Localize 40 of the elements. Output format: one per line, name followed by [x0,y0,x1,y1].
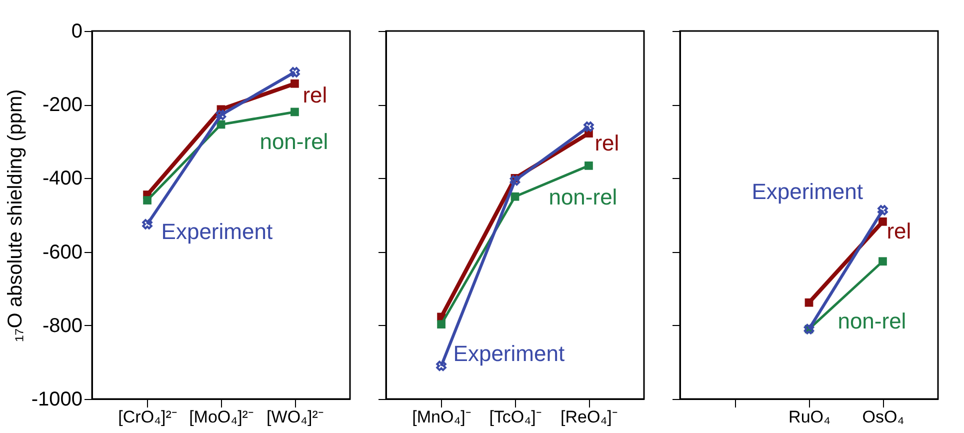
y-tick-label: 0 [71,20,82,42]
y-tick-label: -600 [42,241,82,264]
series-label: rel [886,218,912,244]
series-label: non-rel [260,128,328,154]
point [142,219,152,230]
point [437,320,446,328]
x-tick-label: RuO₄ [788,408,830,426]
series-label: non-rel [838,308,906,334]
point [290,67,300,78]
x-tick-label: [MoO₄]²⁻ [189,408,254,426]
y-axis-title: ₁₇O absolute shielding (ppm) [4,89,26,342]
point [436,360,446,372]
point [143,196,152,204]
point [584,122,594,132]
x-tick-label: [TcO₄]⁻ [489,408,542,426]
point [878,217,887,226]
point [510,192,520,201]
y-tick-label: -400 [42,168,82,190]
series-label: Experiment [752,179,863,204]
point [878,257,887,266]
series-label: Experiment [453,340,565,366]
x-tick-label: [ReO₄]⁻ [560,408,618,426]
x-tick-label: [WO₄]²⁻ [266,408,324,426]
y-tick-label: -800 [42,314,82,337]
x-tick-label: [MnO₄]⁻ [412,408,472,426]
point [216,110,226,120]
x-tick-label: OsO₄ [862,408,904,426]
point [584,162,593,170]
point [290,79,299,88]
series-label: rel [594,130,620,156]
series-label: rel [302,82,328,108]
series-label: Experiment [161,219,273,244]
point [878,205,888,216]
y-tick-label: -200 [42,94,82,116]
point [510,175,520,186]
point [804,298,814,307]
y-tick-label: -1000 [31,388,82,410]
series-label: non-rel [548,184,618,210]
point [290,108,299,116]
x-tick-label: [CrO₄]²⁻ [118,408,178,426]
